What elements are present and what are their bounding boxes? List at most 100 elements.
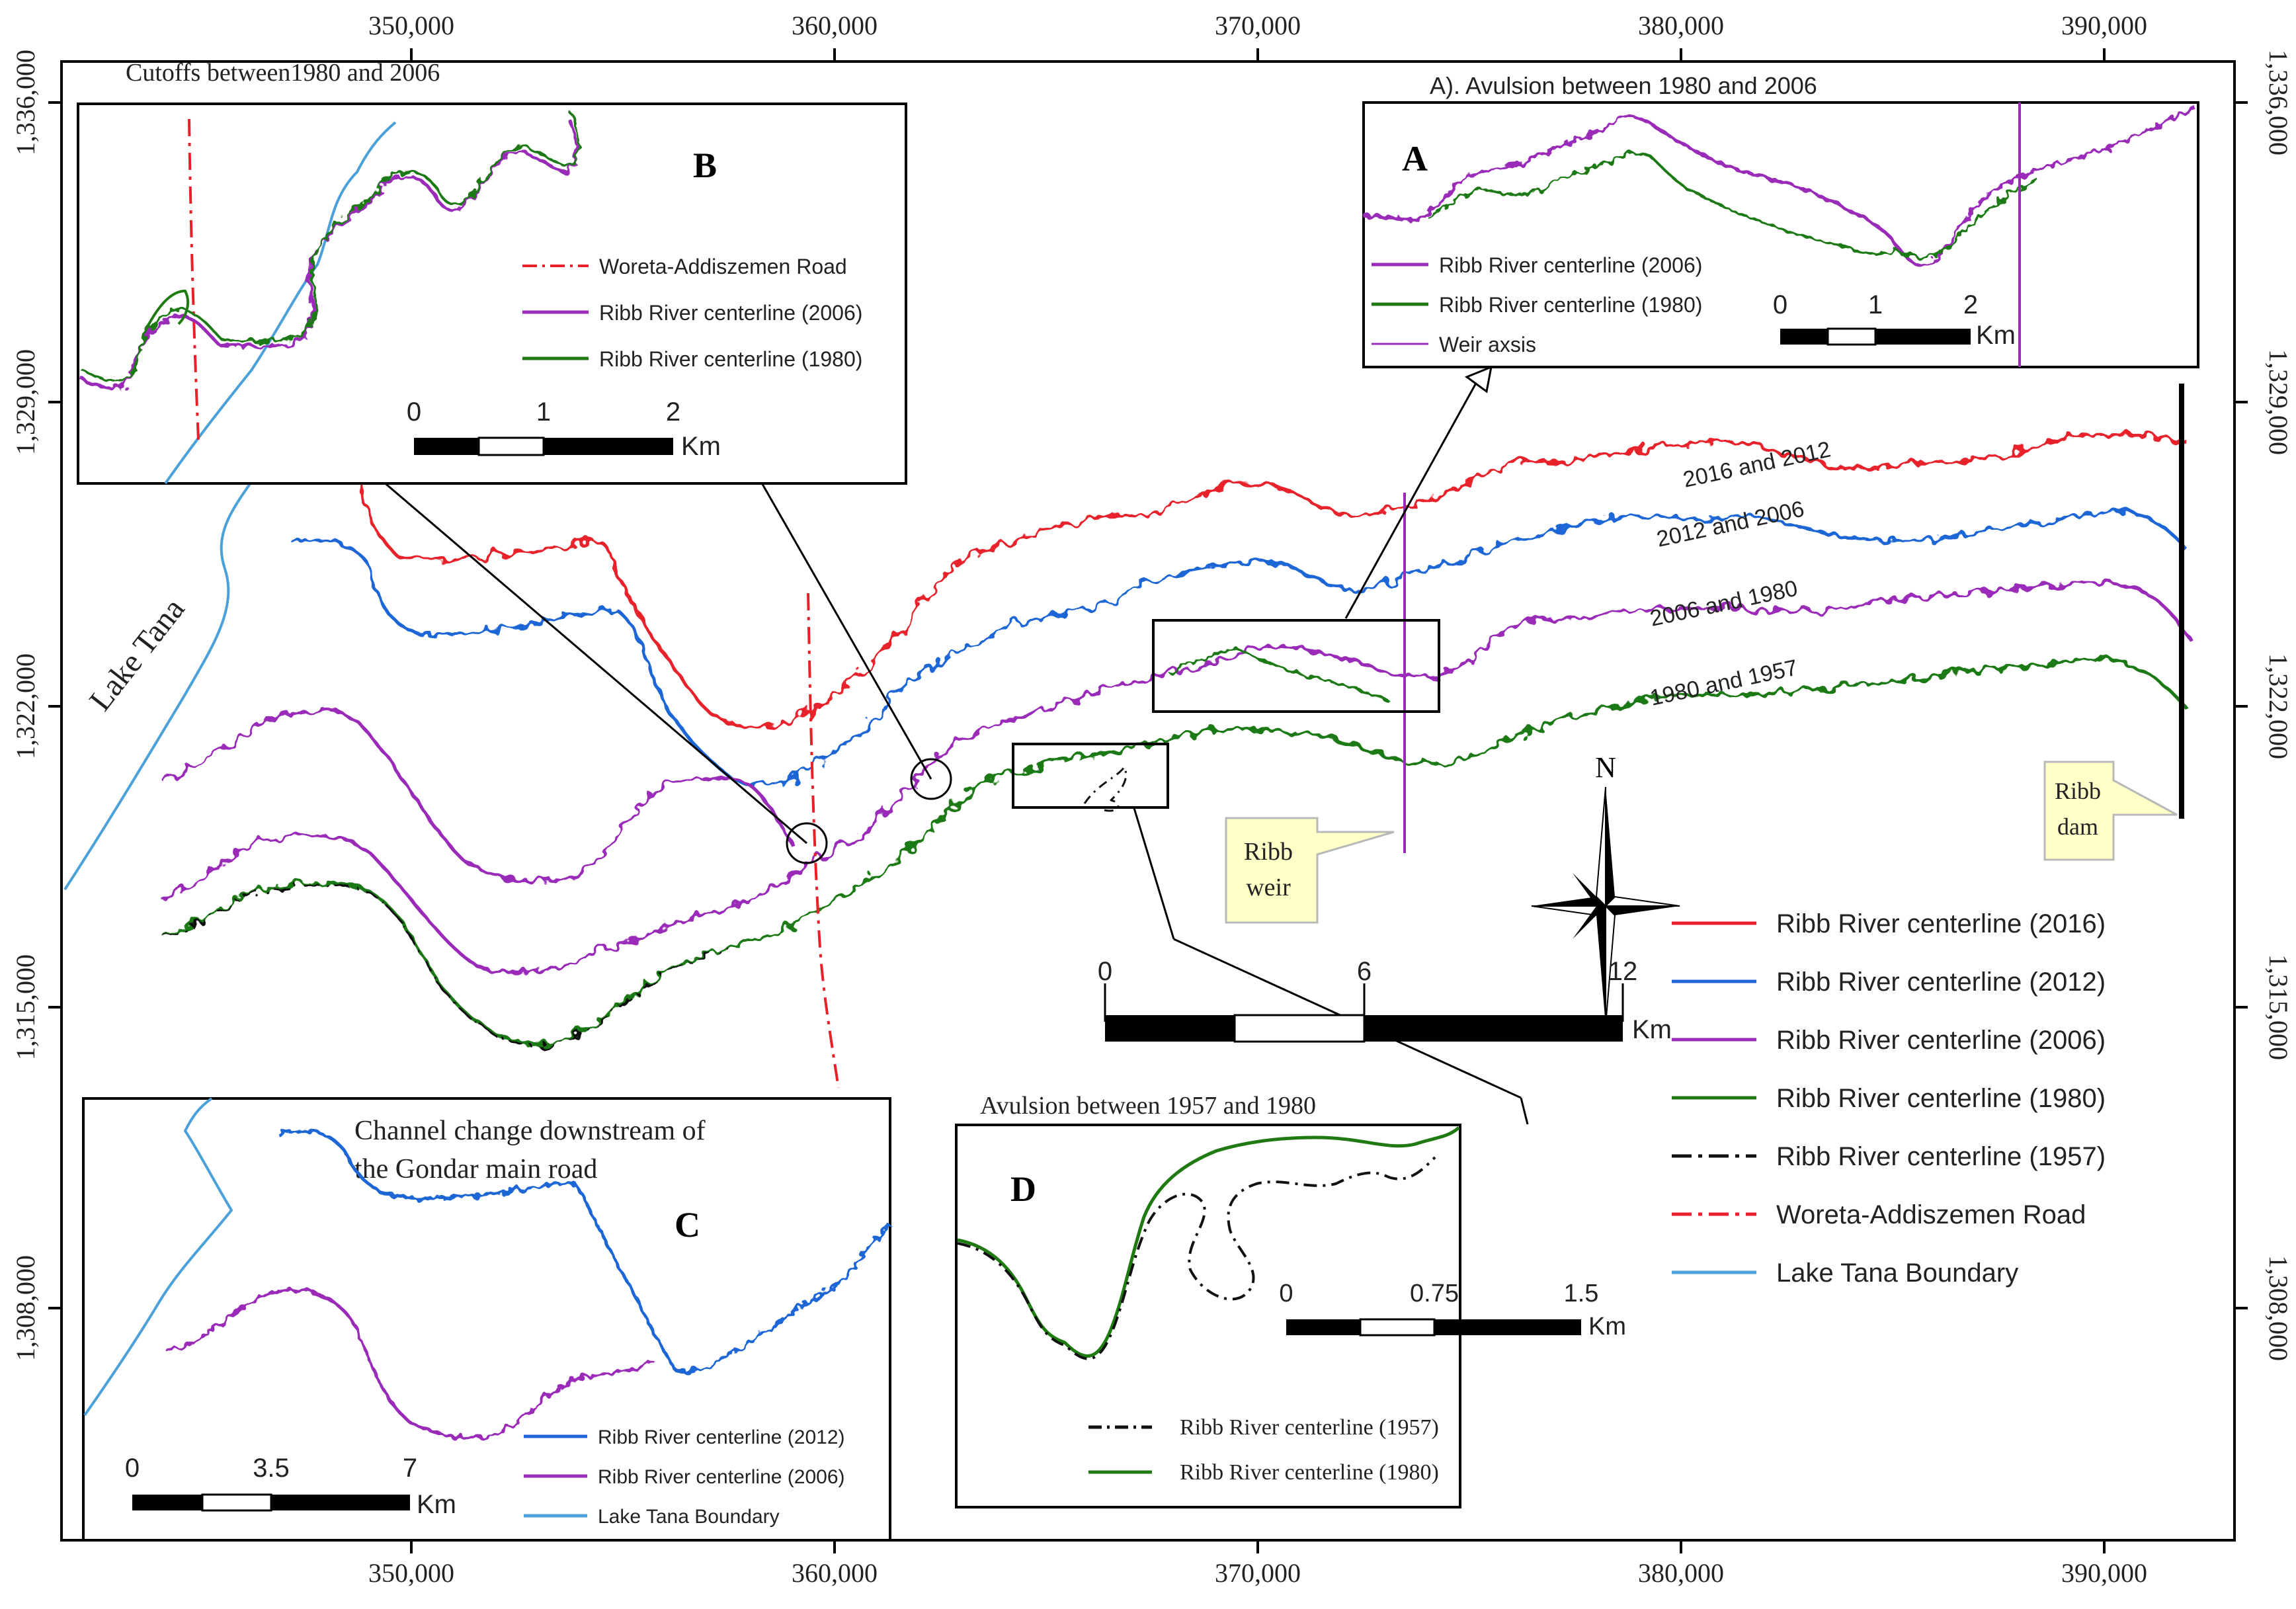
inset-b-letter: B [693, 145, 717, 185]
main-scale-unit: Km [1632, 1015, 1672, 1044]
x-tick-top-390000: 390,000 [2061, 11, 2147, 40]
ribb-weir-label-2: weir [1246, 874, 1291, 901]
y-tick-right-1315000: 1,315,000 [2264, 954, 2293, 1060]
leader-a [1344, 373, 1483, 619]
inset-c-legend-label-2012: Ribb River centerline (2012) [598, 1426, 845, 1448]
inset-c-river-2012 [277, 1129, 891, 1374]
y-tick-left-1315000: 1,315,000 [11, 954, 40, 1060]
cutoff-marker-1 [786, 822, 828, 864]
y-tick-left-1322000: 1,322,000 [11, 653, 40, 759]
y-tick-right-1329000: 1,329,000 [2264, 349, 2293, 455]
y-axis-ticks [48, 101, 2248, 1309]
inset-a-scale-1: 1 [1868, 290, 1883, 319]
inset-a: A). Avulsion between 1980 and 2006 A Rib… [1362, 72, 2199, 368]
inset-d-title: Avulsion between 1957 and 1980 [980, 1092, 1316, 1120]
legend-label-2012: Ribb River centerline (2012) [1776, 968, 2106, 997]
x-tick-bottom-360000: 360,000 [792, 1558, 878, 1588]
legend-label-1980: Ribb River centerline (1980) [1776, 1084, 2106, 1113]
legend-label-1957: Ribb River centerline (1957) [1776, 1142, 2106, 1171]
inset-a-river-2006 [1364, 107, 2197, 268]
inset-b: Cutoffs between1980 and 2006 B Woreta-Ad… [77, 59, 907, 485]
legend-label-lake: Lake Tana Boundary [1776, 1258, 2018, 1288]
inset-c-river-2006 [165, 1288, 655, 1440]
main-scale-label-12: 12 [1608, 957, 1638, 986]
inset-c-legend-label-lake: Lake Tana Boundary [598, 1506, 780, 1528]
inset-c-legend-label-2006: Ribb River centerline (2006) [598, 1466, 845, 1488]
inset-c-scale-7: 7 [403, 1454, 417, 1483]
ribb-dam-label-1: Ribb [2055, 778, 2101, 804]
inset-c: Channel change downstream of the Gondar … [82, 1097, 891, 1542]
x-axis-ticks-top [410, 48, 2106, 62]
inset-a-river-1980 [1427, 152, 2037, 259]
inset-d-scale-unit: Km [1588, 1313, 1626, 1341]
x-tick-bottom-370000: 370,000 [1215, 1558, 1301, 1588]
north-arrow [1531, 786, 1680, 1026]
inset-a-legend-label-1980: Ribb River centerline (1980) [1439, 293, 1702, 317]
leader-d-3 [1520, 1097, 1529, 1125]
river-2006-upper [161, 708, 796, 884]
inset-c-scale-bar [132, 1493, 410, 1512]
inset-d: Avulsion between 1957 and 1980 D Ribb Ri… [955, 1092, 1626, 1508]
inset-b-river-2006 [78, 118, 579, 390]
x-axis-ticks-bottom [410, 1540, 2106, 1553]
y-tick-left-1336000: 1,336,000 [11, 50, 40, 155]
inset-c-scale-3-5: 3.5 [253, 1454, 290, 1483]
inset-a-legend-label-weir: Weir axsis [1439, 333, 1536, 356]
inset-d-scale-bar [1286, 1318, 1581, 1337]
inset-b-title: Cutoffs between1980 and 2006 [126, 59, 440, 87]
inset-d-letter: D [1010, 1169, 1036, 1209]
river-2006 [161, 580, 2191, 974]
inset-d-scale-0: 0 [1279, 1280, 1293, 1307]
legend-label-road: Woreta-Addiszemen Road [1776, 1200, 2086, 1229]
main-scale-label-6: 6 [1357, 957, 1372, 986]
x-tick-top-350000: 350,000 [368, 11, 454, 40]
x-tick-bottom-390000: 390,000 [2061, 1558, 2147, 1588]
inset-c-scale-unit: Km [417, 1490, 456, 1519]
inset-b-cutoff-1980 [144, 289, 190, 331]
inset-d-scale-0-75: 0.75 [1410, 1280, 1459, 1307]
legend-label-2006: Ribb River centerline (2006) [1776, 1026, 2106, 1055]
inset-b-legend-label-road: Woreta-Addiszemen Road [599, 255, 847, 278]
avulsion-box-a [1152, 619, 1440, 713]
inset-c-title-line2: the Gondar main road [354, 1154, 597, 1184]
y-tick-left-1329000: 1,329,000 [11, 349, 40, 455]
x-tick-top-380000: 380,000 [1638, 11, 1724, 40]
inset-a-scale-bar [1780, 327, 1971, 346]
legend-label-2016: Ribb River centerline (2016) [1776, 909, 2106, 938]
inset-c-lake-boundary [83, 1097, 233, 1417]
ribb-dam-label-2: dam [2057, 813, 2098, 840]
avulsion-box-d [1012, 743, 1169, 809]
inset-a-legend-label-2006: Ribb River centerline (2006) [1439, 253, 1702, 277]
cutoff-marker-2 [910, 758, 952, 800]
inset-d-legend-label-1957: Ribb River centerline (1957) [1180, 1415, 1439, 1440]
ribb-weir-callout [1225, 817, 1395, 924]
inset-a-scale-unit: Km [1976, 321, 2016, 350]
leader-d-1 [1133, 807, 1175, 940]
y-tick-right-1336000: 1,336,000 [2264, 50, 2293, 155]
inset-a-scale-2: 2 [1963, 290, 1978, 319]
river-1957 [161, 884, 728, 1048]
x-tick-bottom-380000: 380,000 [1638, 1558, 1724, 1588]
north-label: N [1595, 751, 1616, 784]
main-scale-label-0: 0 [1098, 957, 1112, 986]
inset-c-title-line1: Channel change downstream of [354, 1116, 706, 1146]
river-1980 [161, 657, 2190, 1047]
inset-b-legend-label-1980: Ribb River centerline (1980) [599, 347, 862, 371]
inset-a-scale-0: 0 [1773, 290, 1787, 319]
inset-b-scale-1: 1 [536, 397, 551, 427]
main-scale-bar [1104, 983, 1624, 1043]
x-tick-top-370000: 370,000 [1215, 11, 1301, 40]
woreta-addiszemen-road [807, 593, 840, 1089]
inset-c-letter: C [675, 1205, 700, 1245]
inset-c-scale-0: 0 [125, 1454, 140, 1483]
y-tick-right-1308000: 1,308,000 [2264, 1255, 2293, 1361]
river-2012 [290, 509, 2190, 788]
inset-d-legend-label-1980: Ribb River centerline (1980) [1180, 1460, 1439, 1485]
inset-a-title: A). Avulsion between 1980 and 2006 [1430, 72, 1817, 99]
inset-b-river-1980 [81, 113, 581, 384]
avulsion-1980-segment [1169, 647, 1389, 702]
inset-a-letter: A [1402, 139, 1428, 179]
x-tick-top-360000: 360,000 [792, 11, 878, 40]
inset-b-scale-2: 2 [666, 397, 680, 427]
ribb-weir-label-1: Ribb [1244, 838, 1293, 866]
